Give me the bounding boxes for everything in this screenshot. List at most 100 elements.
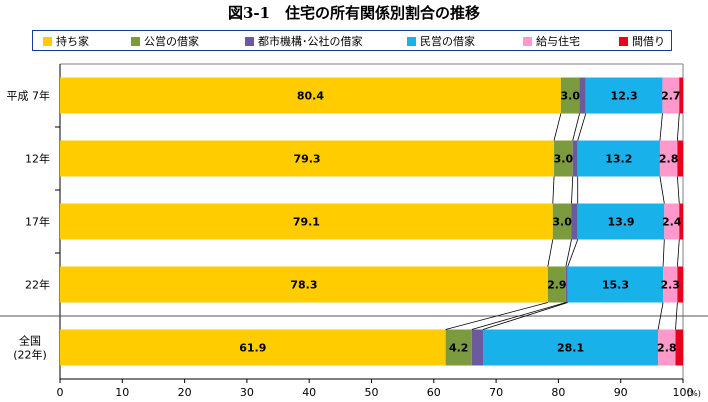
data-label: 12.3	[611, 90, 638, 103]
x-tick-label: 40	[302, 386, 316, 399]
bar-segment	[662, 77, 680, 114]
connector-line	[565, 239, 572, 267]
data-label: 3.0	[552, 216, 572, 229]
connector-line	[675, 302, 678, 330]
legend-label-private-rental: 民営の借家	[420, 35, 475, 48]
x-tick-label: 90	[614, 386, 628, 399]
bar-segment	[577, 203, 665, 240]
bar-segment	[675, 329, 683, 366]
legend-label-owned: 持ち家	[56, 35, 89, 48]
legend-swatch-ur-rental	[245, 36, 254, 46]
legend-swatch-company-housing	[523, 36, 532, 46]
connector-line	[676, 113, 680, 141]
bar-segment	[585, 77, 663, 114]
x-tick-label: 30	[240, 386, 254, 399]
bar-segment	[659, 140, 678, 177]
bar-segment	[554, 140, 573, 177]
legend-item-private-rental: 民営の借家	[407, 34, 475, 48]
bar-segment	[567, 266, 664, 303]
bar-segment	[60, 329, 446, 366]
bar-segment	[679, 77, 683, 114]
connector-line	[662, 239, 665, 267]
chart-legend: 持ち家 公営の借家 都市機構･公社の借家 民営の借家 給与住宅 間借り	[32, 30, 672, 51]
data-label: 2.4	[662, 216, 682, 229]
category-label: 全国	[19, 334, 41, 348]
data-label: 78.3	[290, 279, 317, 292]
legend-item-company-housing: 給与住宅	[523, 34, 580, 48]
legend-item-ur-rental: 都市機構･公社の借家	[245, 34, 363, 48]
connector-line	[657, 302, 664, 330]
connector-line	[552, 176, 555, 204]
bar-segment	[60, 203, 553, 240]
data-label: 2.9	[547, 279, 567, 292]
category-label: 12年	[25, 152, 50, 166]
data-label: 13.2	[605, 153, 632, 166]
bar-segment	[571, 203, 578, 240]
data-label: 2.8	[657, 342, 677, 355]
data-label: 15.3	[602, 279, 629, 292]
connector-line	[659, 176, 665, 204]
data-label: 2.8	[659, 153, 679, 166]
category-label-sub: (22年)	[13, 348, 47, 362]
bar-segment	[60, 140, 555, 177]
data-label: 13.9	[607, 216, 634, 229]
chart-title: 図3-1 住宅の所有関係別割合の推移	[227, 4, 481, 22]
bar-segment	[664, 203, 680, 240]
bar-segment	[552, 203, 572, 240]
connector-line	[572, 113, 580, 141]
legend-item-room-rental: 間借り	[619, 34, 665, 48]
bar-segment	[679, 203, 683, 240]
data-label: 3.0	[560, 90, 580, 103]
x-tick-label: 20	[178, 386, 192, 399]
connector-line	[445, 302, 548, 330]
connector-line	[676, 239, 680, 267]
connector-line	[547, 239, 554, 267]
data-label: 28.1	[557, 342, 584, 355]
bar-segment	[677, 140, 683, 177]
x-tick-label: 60	[427, 386, 441, 399]
x-tick-label: 80	[551, 386, 565, 399]
bar-segment	[579, 77, 586, 114]
connector-line	[567, 239, 579, 267]
bar-segment	[60, 77, 561, 114]
legend-item-public-rental: 公営の借家	[131, 34, 199, 48]
category-label: 17年	[25, 215, 50, 229]
bar-segment	[445, 329, 472, 366]
x-tick-label: 10	[115, 386, 129, 399]
legend-swatch-owned	[43, 36, 52, 46]
x-tick-label: 50	[365, 386, 379, 399]
data-label: 2.3	[660, 279, 680, 292]
connector-line	[676, 176, 680, 204]
legend-label-company-housing: 給与住宅	[536, 35, 580, 48]
bar-segment	[565, 266, 568, 303]
category-label: 22年	[25, 278, 50, 292]
data-label: 79.3	[293, 153, 320, 166]
data-label: 3.0	[554, 153, 574, 166]
legend-swatch-room-rental	[619, 36, 628, 46]
bar-segment	[471, 329, 484, 366]
bar-segment	[663, 266, 678, 303]
data-label: 61.9	[239, 342, 266, 355]
bar-segment	[677, 266, 683, 303]
connector-line	[577, 113, 587, 141]
bar-segment	[577, 140, 660, 177]
connector-line	[571, 176, 574, 204]
bar-segment	[547, 266, 566, 303]
x-tick-label: 70	[489, 386, 503, 399]
legend-label-public-rental: 公営の借家	[144, 35, 199, 48]
category-label: 平成 7年	[7, 89, 51, 103]
data-label: 80.4	[297, 90, 324, 103]
x-axis-unit: (%)	[687, 389, 701, 398]
bar-segment	[483, 329, 659, 366]
x-tick-label: 100	[673, 386, 694, 399]
legend-swatch-private-rental	[407, 36, 416, 46]
x-tick-label: 0	[57, 386, 64, 399]
connector-line	[553, 113, 562, 141]
connector-line	[482, 302, 568, 330]
connector-line	[471, 302, 566, 330]
bar-segment	[658, 329, 676, 366]
data-label: 2.7	[661, 90, 681, 103]
bar-segment	[560, 77, 580, 114]
data-label: 79.1	[293, 216, 320, 229]
